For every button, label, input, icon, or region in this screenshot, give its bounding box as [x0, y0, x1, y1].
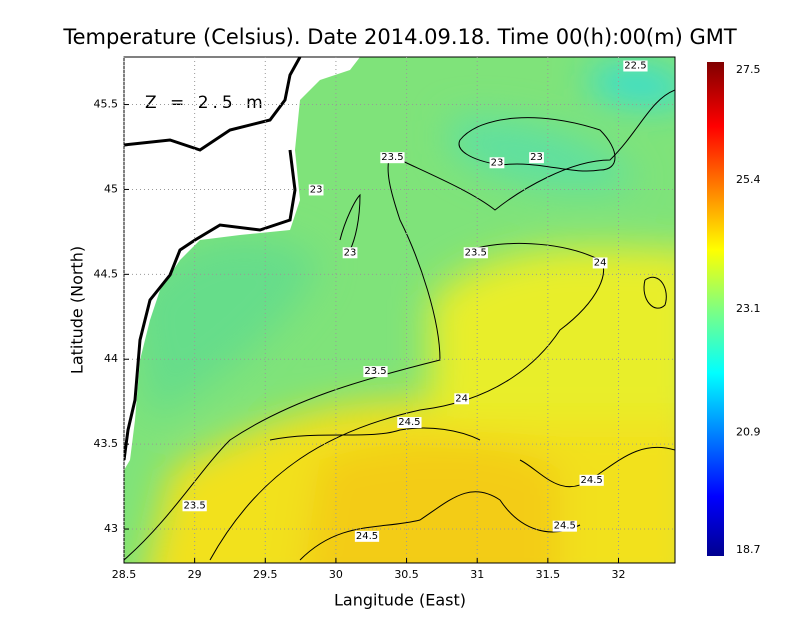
contour-label-bg: [579, 474, 604, 486]
y-tick-label: 44.5: [94, 267, 119, 280]
contour-label-bg: [308, 184, 324, 196]
x-tick-label: 30.5: [394, 568, 419, 581]
contour-label: 23: [344, 247, 357, 258]
x-tick-label: 31: [470, 568, 484, 581]
colorbar-tick-label: 18.7: [736, 543, 761, 556]
y-tick-label: 44: [104, 352, 118, 365]
colorbar-tick-label: 25.4: [736, 173, 761, 186]
contour-label: 24: [455, 393, 468, 404]
contour-label-bg: [592, 257, 608, 269]
contour-label: 24.5: [554, 521, 576, 532]
contour-label-bg: [354, 530, 380, 542]
x-tick-label: 29: [188, 568, 202, 581]
y-tick-label: 45.5: [94, 98, 119, 111]
y-tick-label: 45: [104, 182, 118, 195]
contour-label: 24.5: [581, 475, 603, 486]
contour-label-bg: [454, 393, 470, 405]
contour-label-bg: [380, 152, 405, 164]
contour-label: 24.5: [398, 417, 420, 428]
contour-label-bg: [363, 366, 388, 378]
contour-label-bg: [623, 60, 648, 72]
contour-label: 24: [594, 257, 607, 268]
contour-label-bg: [489, 157, 505, 169]
field: [124, 57, 675, 563]
x-axis-label: Langitude (East): [334, 591, 466, 610]
x-tick-label: 29.5: [253, 568, 278, 581]
y-tick-label: 43: [104, 522, 118, 535]
x-tick-label: 31.5: [536, 568, 561, 581]
colorbar-tick-label: 23.1: [736, 302, 761, 315]
y-axis-label: Latitude (North): [68, 246, 87, 374]
x-tick-label: 32: [611, 568, 625, 581]
contour-label-bg: [529, 152, 544, 164]
contour-label: 24.5: [356, 531, 378, 542]
x-tick-label: 30: [329, 568, 343, 581]
contour-label-bg: [397, 417, 422, 429]
contour-label: 23.5: [364, 366, 386, 377]
contour-label: 22.5: [624, 60, 646, 71]
chart-title: Temperature (Celsius). Date 2014.09.18. …: [62, 25, 737, 49]
contour-label: 23: [310, 184, 323, 195]
y-tick-label: 43.5: [94, 437, 119, 450]
colorbar-tick-label: 27.5: [736, 63, 761, 76]
contour-label: 23: [530, 152, 543, 163]
x-tick-label: 28.5: [112, 568, 137, 581]
colorbar: [707, 62, 724, 556]
colorbar-tick-label: 20.9: [736, 426, 761, 439]
contour-label: 23: [491, 157, 504, 168]
contour-label: 23.5: [381, 152, 403, 163]
contour-label-bg: [342, 247, 358, 259]
contour-label-bg: [182, 500, 207, 512]
contour-label-bg: [552, 520, 577, 532]
contour-label: 23.5: [184, 500, 206, 511]
annotation: Z = 2.5 m: [145, 93, 267, 113]
contour-label-bg: [463, 247, 488, 259]
contour-label: 23.5: [465, 247, 487, 258]
